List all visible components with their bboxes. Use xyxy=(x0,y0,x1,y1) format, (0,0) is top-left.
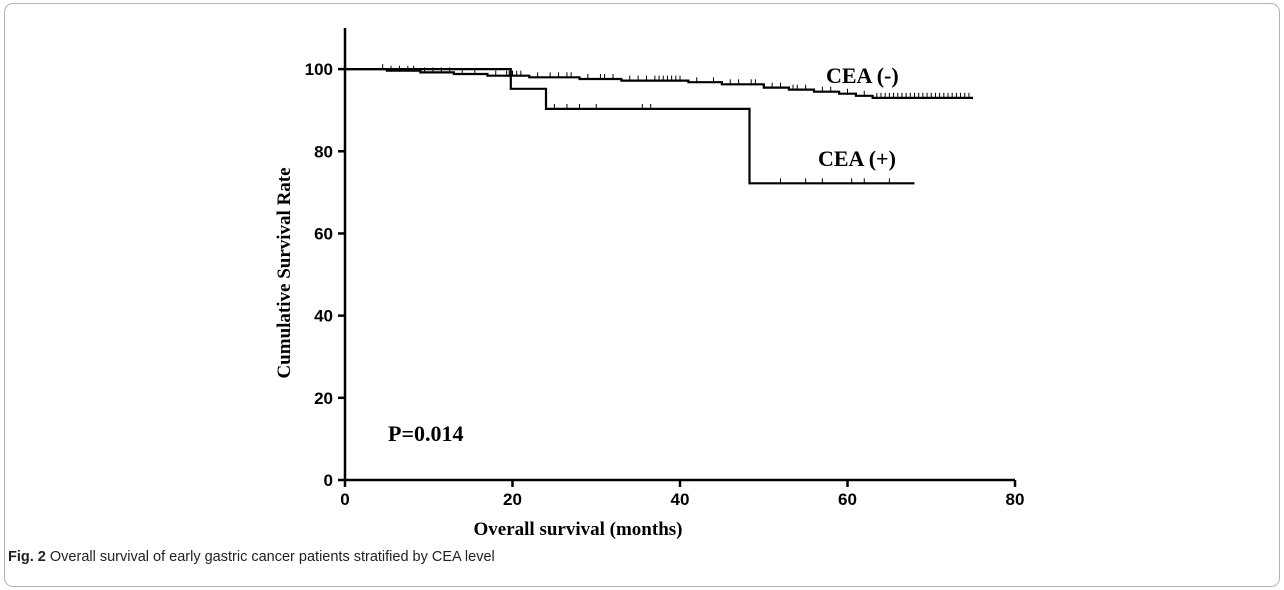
series-line-cea-neg xyxy=(345,68,974,99)
survival-chart: 0 20 40 60 80 100 0 20 40 60 80 Cumulative Surviva… xyxy=(274,28,1025,540)
x-axis-title: Overall survival (months) xyxy=(474,519,683,540)
axes: 0 20 40 60 80 100 0 20 40 60 80 xyxy=(305,28,1025,509)
x-tick-label: 80 xyxy=(1006,490,1025,509)
y-tick-label: 40 xyxy=(314,307,333,326)
y-tick-label: 60 xyxy=(314,224,333,243)
series-layer xyxy=(345,64,974,185)
series-label-cea-neg: CEA (-) xyxy=(826,63,899,88)
figure-caption: Fig. 2 Overall survival of early gastric… xyxy=(8,549,495,565)
y-tick-label: 100 xyxy=(305,60,333,79)
x-tick-label: 40 xyxy=(671,490,690,509)
y-tick-label: 0 xyxy=(324,471,333,490)
p-value-annotation: P=0.014 xyxy=(388,421,463,446)
x-tick-label: 20 xyxy=(503,490,522,509)
x-tick-label: 60 xyxy=(838,490,857,509)
figure-frame xyxy=(4,3,1280,587)
figure-label: Fig. 2 xyxy=(8,549,46,565)
series-label-cea-pos: CEA (+) xyxy=(818,146,896,171)
figure-caption-text: Overall survival of early gastric cancer… xyxy=(49,549,495,565)
series-line-cea-pos xyxy=(345,68,915,185)
x-tick-label: 0 xyxy=(340,490,349,509)
y-tick-label: 80 xyxy=(314,142,333,161)
y-tick-label: 20 xyxy=(314,389,333,408)
y-axis-title: Cumulative Survival Rate xyxy=(274,167,295,378)
